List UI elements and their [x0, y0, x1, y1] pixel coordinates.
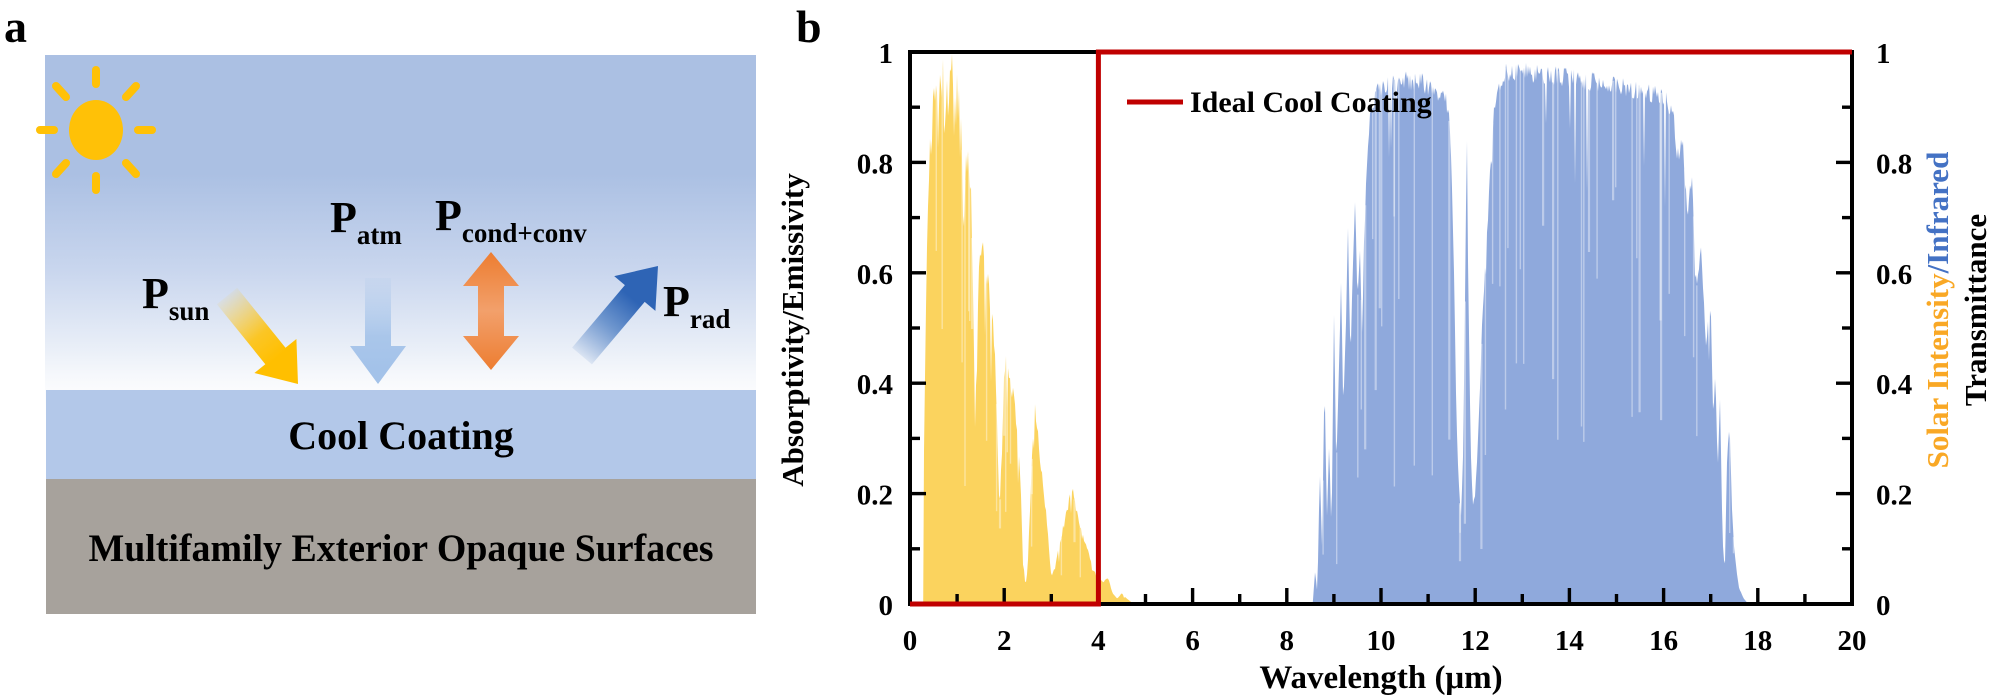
tick-label: 0.2: [1876, 480, 1912, 512]
tick-label: 0.4: [1876, 369, 1912, 401]
tick-label: 0.8: [857, 148, 893, 180]
legend: Ideal Cool Coating: [1127, 86, 1432, 119]
tick-label: 0: [1876, 590, 1891, 622]
solar-intensity-area: [923, 54, 1134, 604]
ideal-cool-coating-line: [910, 49, 1852, 607]
cond-conv-flux-arrow: [463, 252, 519, 370]
tick-label: 0: [879, 590, 894, 622]
atm-flux-arrow: [350, 278, 406, 384]
panel-label-a: a: [4, 1, 27, 52]
tick-label: 6: [1185, 625, 1200, 657]
rad-flux-arrow: [572, 266, 658, 365]
tick-label: 0.4: [857, 369, 893, 401]
y-axis-right-title-line2: Transmittance: [1958, 214, 1993, 406]
tick-label: 16: [1649, 625, 1678, 657]
tick-label: 18: [1743, 625, 1772, 657]
p-rad-label: Prad: [663, 277, 730, 334]
tick-label: 0.6: [857, 259, 893, 291]
ideal-line-path: [910, 49, 1852, 607]
x-axis-title: Wavelength (μm): [1259, 660, 1502, 696]
p-cond-conv-label: Pcond+conv: [435, 191, 587, 248]
tick-label: 12: [1461, 625, 1490, 657]
y-axis-left-title: Absorptivity/Emissivity: [780, 173, 810, 487]
panel-a-diagram: a Psun Patm Pcond+conv Prad: [4, 1, 756, 614]
p-atm-label: Patm: [330, 193, 402, 250]
tick-label: 10: [1367, 625, 1396, 657]
tick-label: 0.6: [1876, 259, 1912, 291]
tick-label: 1: [879, 38, 894, 70]
sky-background: [45, 55, 756, 427]
sun-flux-arrow: [216, 287, 298, 384]
substrate-label: Multifamily Exterior Opaque Surfaces: [89, 527, 714, 570]
sun-icon: [36, 66, 156, 194]
panel-label-b: b: [796, 1, 822, 52]
tick-label: 0.8: [1876, 148, 1912, 180]
tick-label: 20: [1838, 625, 1867, 657]
spectra-streaks: [935, 66, 1735, 578]
tick-label: 8: [1280, 625, 1295, 657]
p-sun-label: Psun: [142, 269, 209, 326]
infrared-transmittance-area: [1312, 62, 1749, 604]
substrate-layer: [46, 479, 756, 614]
tick-label: 4: [1091, 625, 1106, 657]
tick-label: 1: [1876, 38, 1891, 70]
cool-coating-layer: [46, 390, 756, 479]
tick-labels: 0 2 4 6 8 10 12 14 16 18 200 00.2 0.20.4 0.40.6 0.60.8…: [857, 38, 1913, 657]
y-axis-right-title-line1: Solar Intensity/Infrared: [1920, 152, 1955, 469]
cool-coating-label: Cool Coating: [288, 413, 514, 458]
tick-label: 0.2: [857, 480, 893, 512]
tick-label: 14: [1555, 625, 1584, 657]
panel-b-chart: b 0 2 4 6 8 10 12 14 16 18 200 00.2 0.20.4 0.40.6 0.60…: [780, 1, 1993, 696]
tick-label: 2: [997, 625, 1012, 657]
legend-label: Ideal Cool Coating: [1190, 86, 1432, 119]
tick-label: 0: [903, 625, 918, 657]
spectra-fills: [923, 54, 1749, 604]
